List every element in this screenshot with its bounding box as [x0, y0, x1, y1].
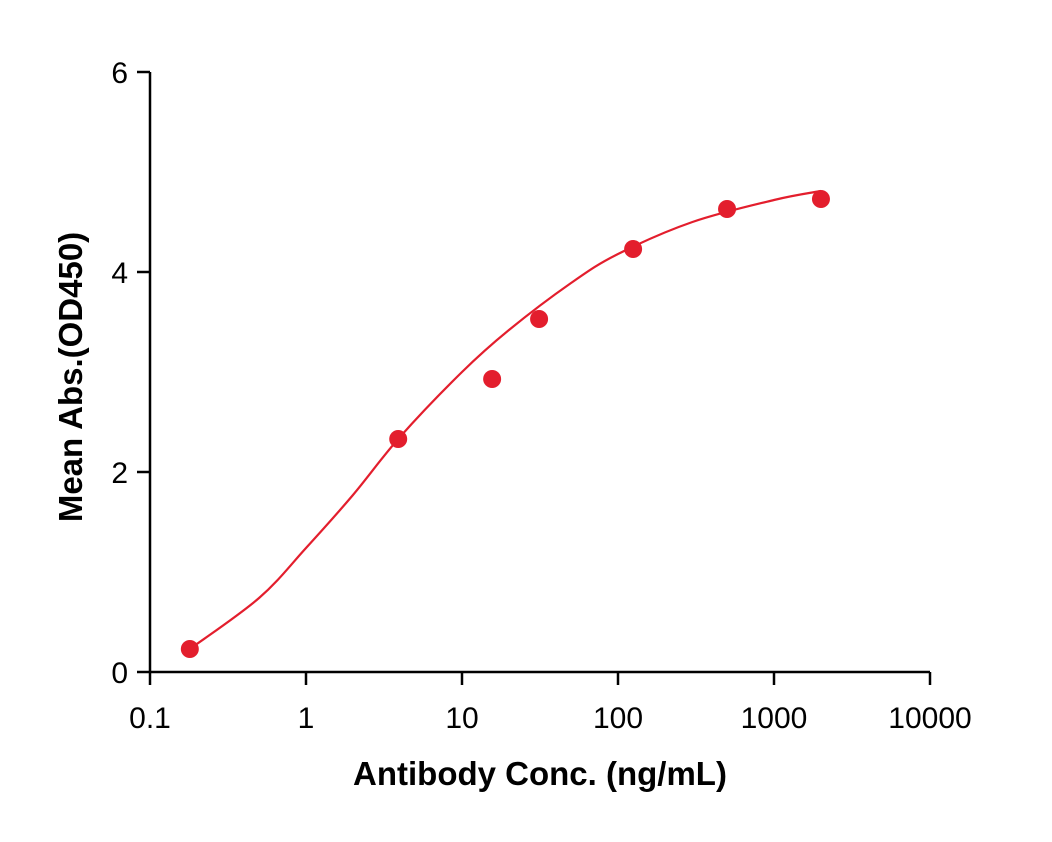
data-point: [530, 310, 549, 328]
y-tick-label: 2: [111, 457, 128, 490]
x-tick-label: 100: [593, 702, 643, 735]
data-point: [624, 240, 643, 258]
data-point: [718, 200, 737, 218]
fit-curve: [189, 189, 822, 650]
data-point: [180, 640, 199, 658]
x-tick-label: 10: [445, 702, 478, 735]
x-axis-title: Antibody Conc. (ng/mL): [353, 755, 727, 792]
x-tick-label: 10000: [888, 702, 971, 735]
data-point: [811, 190, 830, 208]
y-tick-label: 6: [111, 57, 128, 90]
x-tick-label: 1: [298, 702, 315, 735]
y-tick-label: 4: [111, 257, 128, 290]
data-point: [483, 370, 502, 388]
y-axis-title: Mean Abs.(OD450): [52, 232, 89, 522]
data-point: [389, 430, 408, 448]
y-tick-label: 0: [111, 657, 128, 690]
x-tick-label: 0.1: [129, 702, 171, 735]
x-tick-label: 1000: [741, 702, 808, 735]
